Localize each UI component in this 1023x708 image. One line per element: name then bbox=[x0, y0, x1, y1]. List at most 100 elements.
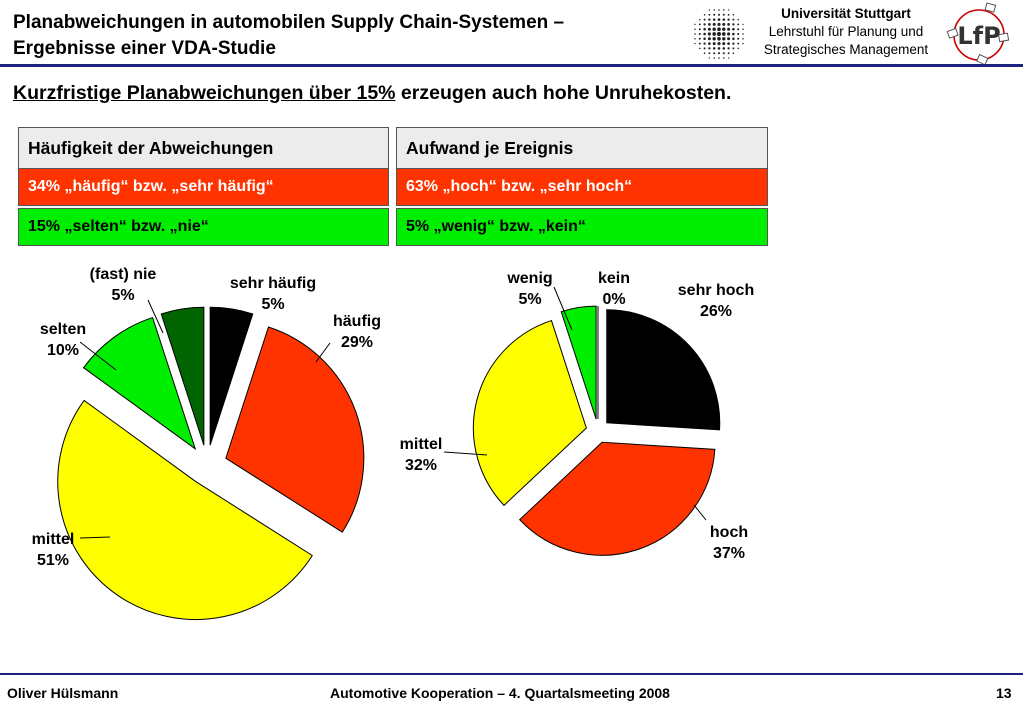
logo-dot bbox=[722, 47, 726, 50]
logo-dot bbox=[708, 52, 711, 55]
logo-dot bbox=[694, 33, 696, 35]
logo-dot bbox=[722, 27, 726, 31]
label-name: (fast) nie bbox=[89, 266, 157, 283]
logo-dot bbox=[737, 32, 740, 36]
logo-dot bbox=[732, 32, 735, 36]
label-sehr-haeufig: sehr häufig 5% bbox=[218, 273, 328, 315]
leader-line bbox=[693, 504, 707, 521]
chair-line1: Lehrstuhl für Planung und bbox=[768, 24, 924, 39]
logo-dot bbox=[732, 37, 735, 41]
logo-dot bbox=[732, 52, 735, 54]
logo-dot bbox=[727, 18, 730, 21]
logo-dot bbox=[718, 57, 720, 59]
logo-dot bbox=[694, 23, 696, 26]
logo-dot bbox=[708, 18, 711, 21]
logo-dot bbox=[698, 28, 701, 31]
logo-dot bbox=[698, 42, 701, 45]
logo-dot bbox=[737, 23, 740, 26]
leader-line bbox=[147, 299, 164, 334]
logo-dot bbox=[698, 37, 701, 40]
label-name: sehr hoch bbox=[677, 282, 755, 299]
logo-dot bbox=[712, 47, 716, 50]
headline-rest: erzeugen auch hohe Unruhekosten. bbox=[395, 82, 732, 104]
leader-line bbox=[315, 342, 331, 363]
logo-dot bbox=[722, 52, 725, 55]
label-value: 0% bbox=[602, 291, 626, 308]
logo-dot bbox=[703, 37, 706, 41]
label-hoch: hoch 37% bbox=[694, 522, 764, 564]
right-box-low: 5% „wenig“ bzw. „kein“ bbox=[396, 208, 768, 246]
logo-dot bbox=[694, 42, 696, 45]
logo-dot bbox=[713, 57, 715, 59]
logo-dot bbox=[703, 42, 706, 45]
label-name: hoch bbox=[709, 524, 749, 541]
logo-dot bbox=[727, 52, 730, 55]
label-value: 5% bbox=[111, 287, 135, 304]
label-value: 32% bbox=[404, 457, 438, 474]
lfp-logo: LfP bbox=[946, 2, 1010, 66]
pie-slice-wenig bbox=[560, 305, 597, 420]
logo-dot bbox=[703, 52, 706, 54]
logo-dot bbox=[727, 27, 731, 31]
logo-dot bbox=[699, 47, 701, 50]
logo-dot bbox=[708, 13, 711, 16]
pie-chart-frequency bbox=[57, 306, 365, 620]
logo-dot bbox=[742, 38, 744, 40]
leader-line bbox=[553, 286, 573, 331]
logo-dot bbox=[708, 23, 711, 26]
leader-line bbox=[443, 451, 488, 456]
logo-dot bbox=[712, 37, 716, 41]
logo-dot bbox=[698, 32, 701, 36]
slide-title: Planabweichungen in automobilen Supply C… bbox=[13, 10, 653, 62]
logo-dot bbox=[717, 47, 721, 50]
logo-dot bbox=[707, 37, 711, 41]
label-name: wenig bbox=[507, 270, 553, 287]
logo-dot bbox=[708, 47, 711, 50]
logo-dot bbox=[732, 47, 735, 50]
label-wenig: wenig 5% bbox=[495, 268, 565, 310]
label-kein: kein 0% bbox=[584, 268, 644, 310]
footer-event: Automotive Kooperation – 4. Quartalsmeet… bbox=[330, 685, 670, 701]
logo-dot bbox=[708, 42, 711, 45]
logo-dot bbox=[722, 22, 726, 26]
logo-dot bbox=[722, 18, 726, 21]
logo-dot bbox=[721, 32, 726, 36]
label-value: 10% bbox=[46, 342, 80, 359]
pie-slice-mittel bbox=[472, 319, 587, 507]
logo-dot bbox=[732, 27, 735, 31]
logo-dot bbox=[722, 42, 726, 46]
pie-slice-mittel bbox=[57, 399, 313, 620]
leader-lines bbox=[79, 286, 707, 539]
label-value: 5% bbox=[261, 296, 285, 313]
logo-dot bbox=[737, 37, 740, 40]
label-name: sehr häufig bbox=[229, 275, 317, 292]
logo-dot bbox=[694, 38, 696, 40]
slide-title-line2: Ergebnisse einer VDA-Studie bbox=[13, 38, 276, 59]
university-block: Universität Stuttgart Lehrstuhl für Plan… bbox=[748, 5, 944, 59]
slide-title-line1: Planabweichungen in automobilen Supply C… bbox=[13, 12, 565, 33]
label-mittel-right: mittel 32% bbox=[386, 434, 456, 476]
label-value: 5% bbox=[518, 291, 542, 308]
right-box-high: 63% „hoch“ bzw. „sehr hoch“ bbox=[396, 168, 768, 206]
logo-dot bbox=[727, 9, 730, 11]
footer-author: Oliver Hülsmann bbox=[7, 685, 119, 701]
logo-dot bbox=[737, 42, 740, 45]
footer-rule bbox=[0, 673, 1023, 675]
logo-dot bbox=[717, 13, 721, 16]
logo-dot bbox=[742, 33, 744, 35]
logo-dot bbox=[717, 18, 721, 21]
header-rule bbox=[0, 64, 1023, 67]
logo-dot bbox=[737, 47, 739, 50]
leader-line bbox=[662, 332, 669, 337]
label-sehr-hoch: sehr hoch 26% bbox=[664, 280, 768, 322]
pie-slice-häufig bbox=[225, 326, 365, 533]
logo-dot bbox=[717, 27, 721, 32]
logo-dot bbox=[698, 23, 701, 26]
logo-dot bbox=[723, 57, 725, 59]
headline-underlined: Kurzfristige Planabweichungen über 15% bbox=[13, 82, 396, 104]
logo-dot bbox=[712, 18, 716, 21]
logo-dot bbox=[713, 52, 716, 55]
label-name: mittel bbox=[399, 436, 443, 453]
pie-slice-fast-nie bbox=[160, 306, 205, 446]
logo-dot bbox=[722, 37, 726, 41]
